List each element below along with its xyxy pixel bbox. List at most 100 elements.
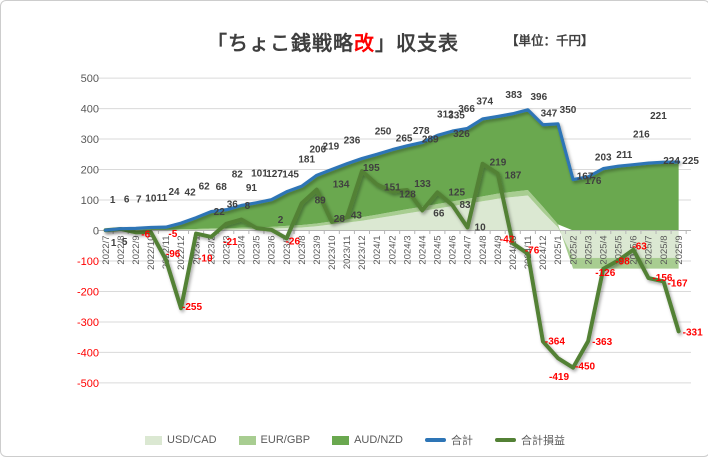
svg-text:396: 396 [530,92,547,103]
aud-nzd-swatch [332,435,350,445]
svg-text:133: 133 [414,179,431,190]
svg-text:-98: -98 [615,256,630,267]
svg-text:326: 326 [453,129,470,140]
legend-item-total: 合計 [424,432,473,448]
svg-text:350: 350 [560,105,577,116]
svg-text:2023/8: 2023/8 [297,236,308,265]
svg-text:127: 127 [266,169,283,180]
svg-text:2025/5: 2025/5 [614,236,625,265]
svg-text:2024/6: 2024/6 [448,236,459,265]
svg-text:-255: -255 [182,302,202,313]
svg-text:374: 374 [476,97,493,108]
svg-text:-200: -200 [77,286,99,298]
svg-text:10: 10 [145,193,157,204]
svg-text:1: 1 [111,238,117,249]
svg-text:8: 8 [245,201,251,212]
svg-text:-126: -126 [595,268,615,279]
svg-text:211: 211 [616,150,633,161]
svg-text:2022/9: 2022/9 [131,236,142,265]
area-usd-cad [105,195,679,258]
svg-text:83: 83 [459,200,471,211]
svg-text:-450: -450 [575,362,595,373]
svg-text:2024/5: 2024/5 [433,236,444,265]
svg-text:42: 42 [185,188,197,199]
svg-text:-167: -167 [668,278,688,289]
x-axis [97,230,691,234]
svg-text:2023/10: 2023/10 [327,236,338,270]
svg-text:2024/8: 2024/8 [478,236,489,265]
y-axis-labels: 500 400 300 200 100 0 -100 -200 -300 -400 -500 [77,73,99,390]
svg-text:82: 82 [232,170,244,181]
svg-text:-331: -331 [683,327,703,338]
svg-text:91: 91 [246,183,258,194]
svg-text:236: 236 [344,136,361,147]
svg-text:125: 125 [448,187,465,198]
legend-item-eur-gbp: EUR/GBP [238,434,310,446]
svg-text:2023/6: 2023/6 [267,236,278,265]
svg-text:221: 221 [650,111,667,122]
svg-text:-156: -156 [652,273,672,284]
svg-text:24: 24 [168,187,180,198]
svg-text:1: 1 [110,195,116,206]
svg-text:289: 289 [422,134,439,145]
legend-item-usd-cad: USD/CAD [145,434,217,446]
svg-text:-21: -21 [223,237,238,248]
svg-text:219: 219 [490,158,507,169]
total-line [103,108,681,232]
svg-text:2023/9: 2023/9 [312,236,323,265]
svg-text:2024/10: 2024/10 [508,236,519,270]
svg-text:134: 134 [333,180,350,191]
svg-text:2024/7: 2024/7 [463,236,474,265]
svg-text:2025/7: 2025/7 [644,236,655,265]
legend-item-aud-nzd: AUD/NZD [332,434,403,446]
svg-text:2023/11: 2023/11 [342,236,353,270]
svg-text:-63: -63 [632,242,647,253]
total-line-swatch [424,438,446,442]
svg-text:300: 300 [81,134,99,146]
svg-text:-26: -26 [286,236,301,247]
svg-text:-96: -96 [166,249,181,260]
svg-text:-5: -5 [168,229,177,240]
legend-label-aud-nzd: AUD/NZD [354,434,403,446]
svg-text:10: 10 [475,222,487,233]
svg-text:-100: -100 [77,256,99,268]
svg-text:2024/4: 2024/4 [417,236,428,265]
svg-text:128: 128 [399,189,416,200]
svg-text:2023/5: 2023/5 [252,236,263,265]
svg-text:2025/9: 2025/9 [674,236,685,265]
svg-text:2025/8: 2025/8 [659,236,670,265]
svg-text:89: 89 [315,195,327,206]
svg-text:5: 5 [122,237,128,248]
svg-text:-363: -363 [592,337,612,348]
svg-text:200: 200 [81,164,99,176]
svg-text:383: 383 [505,90,522,101]
svg-text:2023/2: 2023/2 [206,236,217,265]
svg-text:43: 43 [351,210,363,221]
svg-text:2025/2: 2025/2 [568,236,579,265]
svg-text:145: 145 [282,169,299,180]
svg-text:250: 250 [375,126,392,137]
svg-text:2024/1: 2024/1 [372,236,383,265]
svg-text:2022/11: 2022/11 [161,236,172,270]
svg-text:176: 176 [585,176,602,187]
eur-gbp-swatch [238,435,256,445]
svg-text:2: 2 [278,215,284,226]
svg-text:2024/12: 2024/12 [538,236,549,270]
svg-text:200: 200 [309,145,326,156]
svg-text:265: 265 [396,134,413,145]
svg-text:2024/3: 2024/3 [402,236,413,265]
svg-text:100: 100 [81,195,99,207]
area-aud-nzd [105,109,679,231]
legend: USD/CAD EUR/GBP AUD/NZD 合計 合計損益 [1,432,708,448]
svg-text:68: 68 [216,182,228,193]
legend-label-total: 合計 [450,435,473,447]
svg-text:400: 400 [81,103,99,115]
svg-text:2024/2: 2024/2 [387,236,398,265]
svg-text:-500: -500 [77,378,99,390]
legend-label-usd-cad: USD/CAD [167,434,217,446]
svg-text:347: 347 [541,109,558,120]
